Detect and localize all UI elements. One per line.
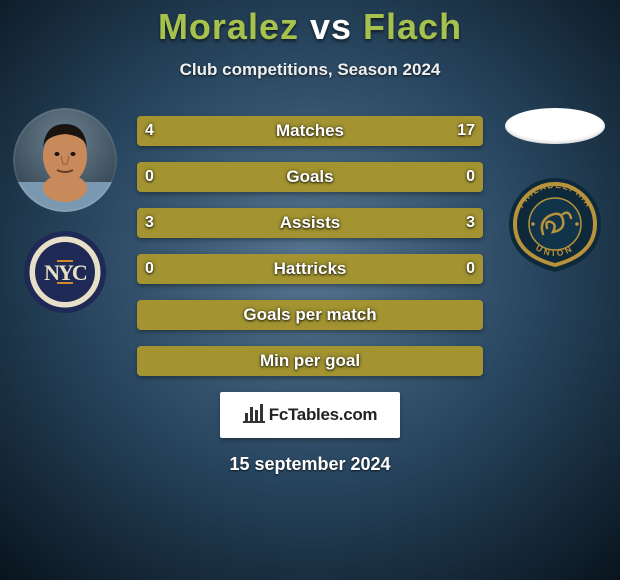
- stat-row-goals-per-match: Goals per match: [137, 300, 483, 330]
- club2-badge: PHILADELPHIA UNION: [505, 174, 605, 274]
- page-title: Moralez vs Flach: [0, 0, 620, 48]
- title-player1: Moralez: [158, 6, 299, 47]
- stat-row-hattricks: 00Hattricks: [137, 254, 483, 284]
- stat-row-matches: 417Matches: [137, 116, 483, 146]
- title-vs: vs: [299, 6, 363, 47]
- stat-label: Min per goal: [137, 346, 483, 376]
- chart-icon: [243, 403, 265, 428]
- club1-badge: NYC: [23, 230, 107, 314]
- player1-photo: [13, 108, 117, 212]
- subtitle: Club competitions, Season 2024: [0, 60, 620, 80]
- stat-label: Goals per match: [137, 300, 483, 330]
- svg-text:NYC: NYC: [44, 260, 87, 285]
- logo-text: FcTables.com: [269, 405, 378, 425]
- right-column: PHILADELPHIA UNION: [495, 108, 615, 274]
- date-text: 15 september 2024: [10, 454, 610, 475]
- stat-label: Goals: [137, 162, 483, 192]
- stat-label: Hattricks: [137, 254, 483, 284]
- stat-row-goals: 00Goals: [137, 162, 483, 192]
- player2-photo-placeholder: [505, 108, 605, 144]
- stat-bars: 417Matches 00Goals 33Assists 00Hattricks Goa…: [137, 116, 483, 376]
- comparison-main: NYC PHILADELPHIA UNION 417Matches 00Goals…: [0, 116, 620, 475]
- stat-label: Matches: [137, 116, 483, 146]
- stat-row-assists: 33Assists: [137, 208, 483, 238]
- left-column: NYC: [5, 108, 125, 314]
- stat-label: Assists: [137, 208, 483, 238]
- title-player2: Flach: [363, 6, 462, 47]
- stat-row-min-per-goal: Min per goal: [137, 346, 483, 376]
- source-logo: FcTables.com: [220, 392, 400, 438]
